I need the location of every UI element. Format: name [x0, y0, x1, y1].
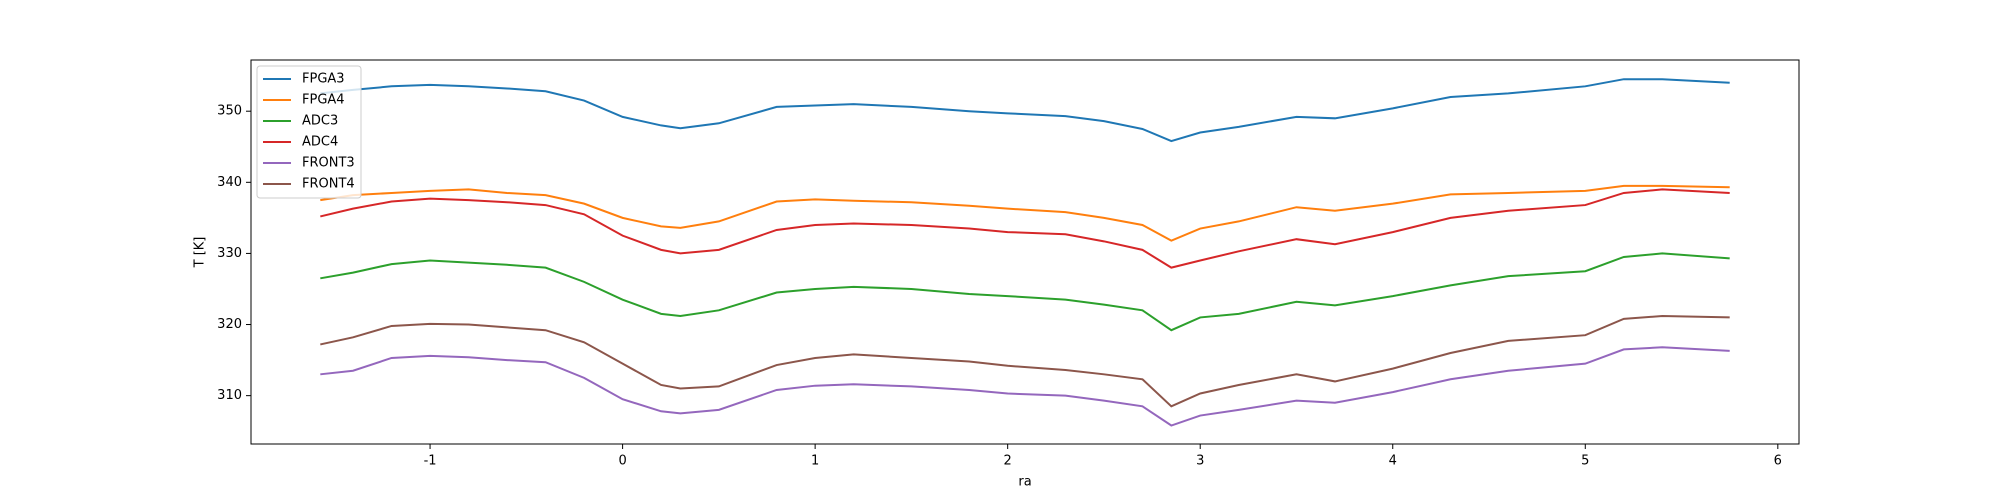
legend-label: ADC4: [302, 135, 338, 150]
y-tick-label: 330: [217, 246, 242, 261]
legend-label: ADC3: [302, 114, 338, 129]
x-tick-label: 1: [811, 454, 819, 469]
x-tick-label: 0: [618, 454, 626, 469]
x-tick-label: 4: [1389, 454, 1397, 469]
x-tick-label: 3: [1196, 454, 1204, 469]
line-series: [320, 314, 1730, 408]
line-series: [320, 184, 1730, 242]
x-tick-label: 6: [1774, 454, 1782, 469]
y-tick-label: 340: [217, 175, 242, 190]
legend-label: FRONT4: [302, 177, 355, 192]
line-series: [320, 252, 1730, 332]
y-axis-label: T [K]: [193, 237, 208, 269]
line-series: [320, 78, 1730, 143]
legend-label: FPGA4: [302, 93, 345, 108]
y-tick-label: 310: [217, 388, 242, 403]
y-tick-label: 320: [217, 317, 242, 332]
legend-label: FPGA3: [302, 72, 345, 87]
x-axis-label: ra: [1018, 475, 1031, 490]
legend-label: FRONT3: [302, 156, 355, 171]
x-tick-label: 2: [1004, 454, 1012, 469]
x-tick-label: 5: [1581, 454, 1589, 469]
y-tick-label: 350: [217, 104, 242, 119]
line-series: [320, 346, 1730, 427]
x-tick-label: -1: [424, 454, 437, 469]
line-series: [320, 188, 1730, 269]
plot-frame: [250, 59, 1800, 445]
